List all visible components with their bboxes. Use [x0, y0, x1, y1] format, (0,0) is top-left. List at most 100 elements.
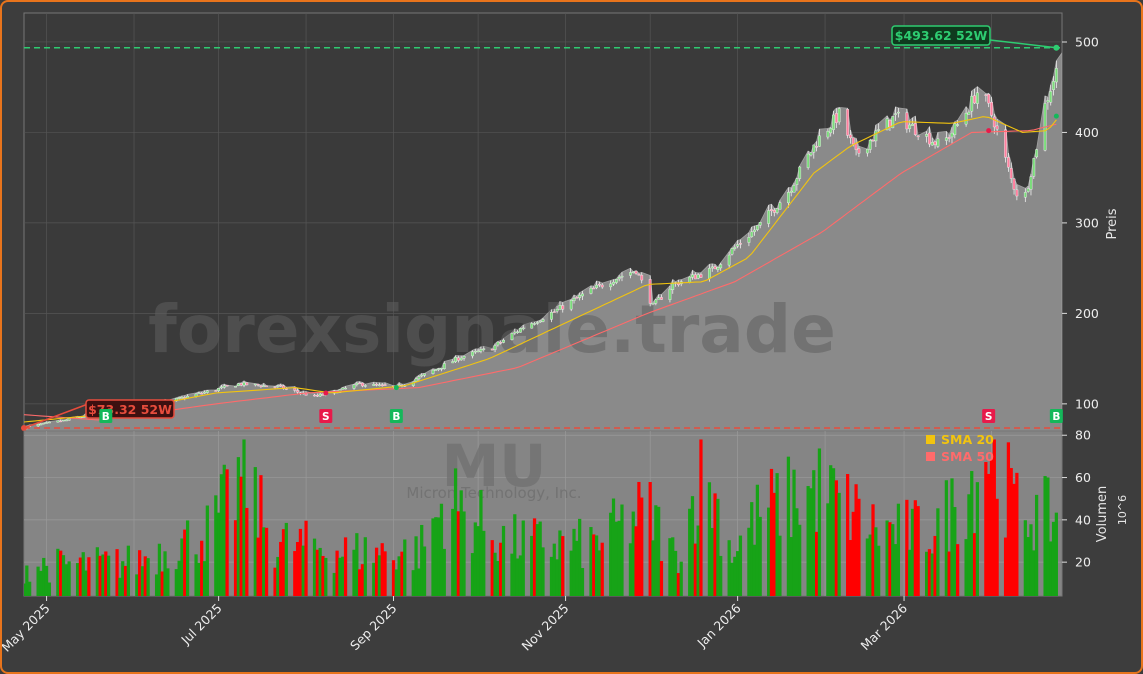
volume-bar — [592, 534, 596, 596]
signal-badge — [319, 409, 333, 423]
candle-body — [214, 390, 218, 392]
candle-body — [1023, 192, 1027, 198]
volume-bar — [236, 457, 240, 596]
volume-bar — [180, 538, 184, 596]
volume-bar — [561, 536, 565, 596]
price-tick-label: 400 — [1075, 125, 1099, 140]
candle-body — [888, 119, 892, 127]
candle-body — [798, 166, 802, 179]
volume-bar — [690, 496, 695, 596]
candle-body — [854, 143, 858, 150]
candle-body — [973, 95, 976, 104]
volume-bar — [755, 484, 759, 596]
candle-body — [947, 137, 951, 139]
volume-bar — [259, 475, 263, 596]
volume-bar — [814, 531, 819, 596]
ticker-watermark: MU — [442, 432, 547, 500]
volume-bar — [518, 555, 523, 596]
volume-bar — [295, 541, 300, 596]
volume-bar — [769, 468, 774, 596]
candle-body — [321, 394, 325, 396]
candle-body — [739, 243, 742, 245]
volume-bar — [473, 522, 477, 596]
candle-body — [730, 248, 734, 255]
volume-bar — [391, 560, 396, 596]
candle-body — [1026, 188, 1030, 192]
volume-bar — [352, 549, 356, 596]
volume-bar — [482, 530, 486, 596]
candle-body — [668, 288, 672, 300]
candle-body — [361, 382, 364, 387]
volume-bar — [609, 512, 613, 596]
candle-body — [561, 305, 565, 310]
candle-body — [56, 420, 60, 423]
candle-body — [905, 112, 909, 130]
volume-bar — [417, 568, 421, 596]
candle-body — [660, 297, 663, 300]
volume-bar — [713, 493, 717, 596]
x-tick-label: May 2025 — [2, 601, 53, 655]
volume-bar — [374, 547, 379, 596]
candle-body — [778, 202, 782, 210]
signal-marker — [1053, 113, 1059, 119]
candle-body — [217, 388, 221, 391]
volume-bar — [654, 505, 658, 596]
volume-bar — [414, 536, 418, 596]
volume-bar — [798, 524, 802, 596]
volume-bar — [1043, 476, 1047, 596]
volume-bar — [143, 556, 147, 596]
high-52w-label: $493.62 52W — [891, 25, 991, 46]
volume-bar — [39, 570, 43, 596]
volume-bar — [157, 543, 162, 596]
volume-bar — [293, 551, 297, 596]
volume-axis-unit: 10^6 — [1116, 495, 1129, 525]
candle-body — [806, 153, 810, 168]
candle-body — [203, 391, 206, 394]
candle-body — [964, 112, 968, 125]
candle-body — [67, 418, 71, 421]
volume-bar — [95, 547, 99, 596]
volume-bar — [767, 507, 771, 596]
candle-body — [578, 294, 582, 299]
volume-bar — [975, 482, 979, 596]
volume-bar — [905, 499, 909, 596]
volume-bar — [851, 511, 855, 596]
volume-bar — [699, 439, 703, 596]
volume-bar — [121, 561, 125, 596]
candle-body — [987, 94, 991, 104]
volume-bar — [490, 540, 494, 596]
volume-bar — [476, 526, 480, 596]
volume-bar — [891, 524, 895, 596]
volume-bar — [538, 521, 542, 596]
candle-body — [180, 397, 184, 399]
candle-body — [253, 383, 257, 386]
candle-body — [575, 297, 579, 299]
candle-body — [510, 333, 514, 340]
volume-bar — [434, 517, 438, 596]
volume-bar — [888, 522, 892, 596]
candle-body — [437, 368, 441, 370]
candle-body — [499, 342, 503, 344]
watermark: forexsignale.trade — [148, 291, 836, 368]
volume-bar — [358, 569, 362, 596]
candle-body — [318, 393, 322, 397]
volume-bar — [515, 558, 520, 596]
sma20-line — [24, 116, 1057, 423]
volume-bar — [552, 543, 556, 596]
volume-bar — [673, 550, 678, 596]
high-52w-arrow — [989, 39, 1057, 49]
candle-body — [648, 279, 652, 304]
candle-body — [708, 268, 711, 279]
volume-bar — [885, 520, 889, 596]
candle-body — [710, 266, 714, 269]
candle-body — [792, 185, 796, 193]
candle-body — [482, 348, 486, 350]
volume-bar — [786, 456, 791, 596]
volume-bar — [750, 502, 754, 596]
volume-bar — [846, 473, 850, 596]
candle-body — [197, 392, 201, 394]
candle-body — [36, 423, 40, 427]
volume-bar — [146, 558, 150, 596]
legend-sma50-swatch — [926, 452, 935, 461]
candle-body — [1029, 176, 1033, 190]
